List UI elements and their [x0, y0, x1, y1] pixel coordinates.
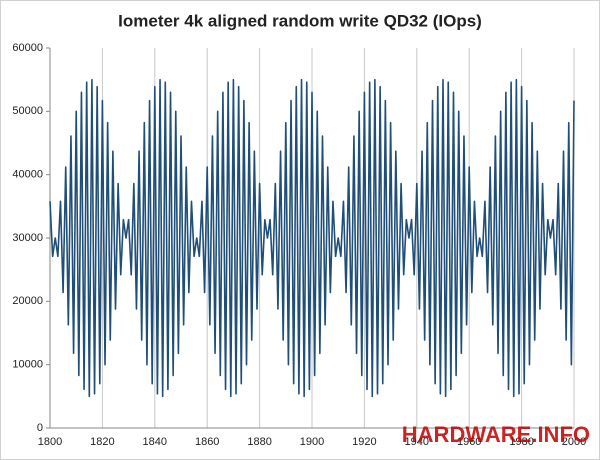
y-tick-label: 0: [37, 422, 43, 434]
x-tick-label: 1940: [405, 436, 429, 448]
y-tick-label: 60000: [12, 42, 43, 54]
x-tick-label: 1880: [247, 436, 271, 448]
x-tick-label: 1900: [300, 436, 324, 448]
y-tick-label: 40000: [12, 169, 43, 181]
line-series: [49, 78, 575, 398]
x-tick-label: 2000: [562, 436, 586, 448]
x-tick-label: 1840: [143, 436, 167, 448]
x-tick-label: 1920: [352, 436, 376, 448]
y-tick-label: 20000: [12, 295, 43, 307]
x-tick-label: 1820: [90, 436, 114, 448]
y-tick-label: 50000: [12, 105, 43, 117]
watermark: HARDWARE.INFO: [402, 422, 590, 447]
y-tick-label: 30000: [12, 232, 43, 244]
x-tick-label: 1960: [457, 436, 481, 448]
x-tick-label: 1860: [195, 436, 219, 448]
y-tick-label: 10000: [12, 359, 43, 371]
x-tick-label: 1800: [38, 436, 62, 448]
x-tick-label: 1980: [509, 436, 533, 448]
chart-title: Iometer 4k aligned random write QD32 (IO…: [118, 11, 482, 30]
